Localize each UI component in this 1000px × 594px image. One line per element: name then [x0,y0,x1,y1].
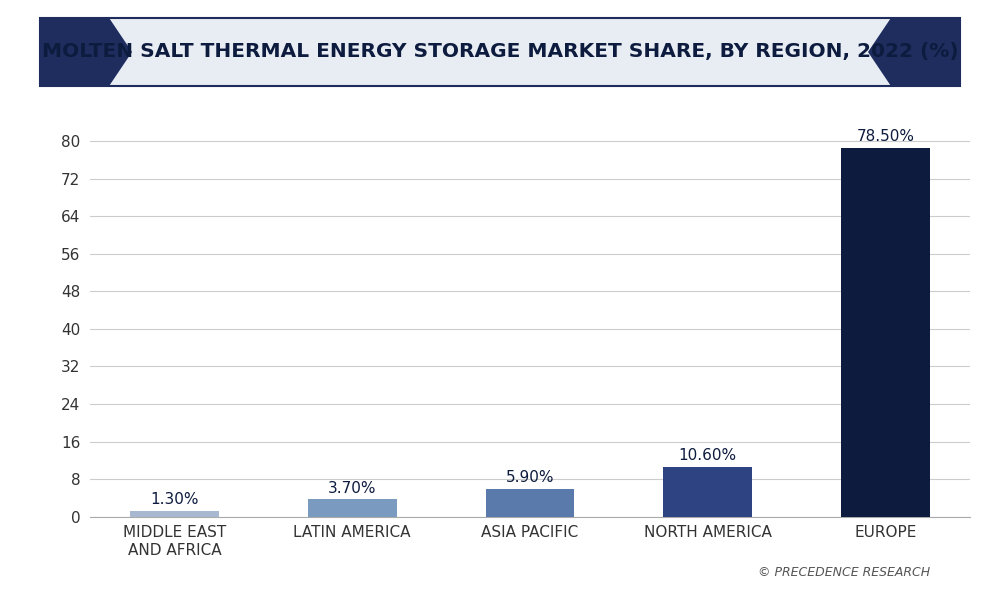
Polygon shape [868,18,960,86]
Bar [841,148,930,517]
Bar [308,500,397,517]
Text: MOLTEN SALT THERMAL ENERGY STORAGE MARKET SHARE, BY REGION, 2022 (%): MOLTEN SALT THERMAL ENERGY STORAGE MARKE… [42,43,958,61]
Text: 1.30%: 1.30% [150,492,199,507]
Text: 78.50%: 78.50% [857,129,915,144]
Text: 3.70%: 3.70% [328,481,376,495]
Bar [486,489,574,517]
Polygon shape [40,18,132,86]
Text: © PRECEDENCE RESEARCH: © PRECEDENCE RESEARCH [758,566,930,579]
Bar [130,511,219,517]
FancyBboxPatch shape [40,18,960,86]
Text: 5.90%: 5.90% [506,470,554,485]
Text: 10.60%: 10.60% [679,448,737,463]
Bar [663,467,752,517]
